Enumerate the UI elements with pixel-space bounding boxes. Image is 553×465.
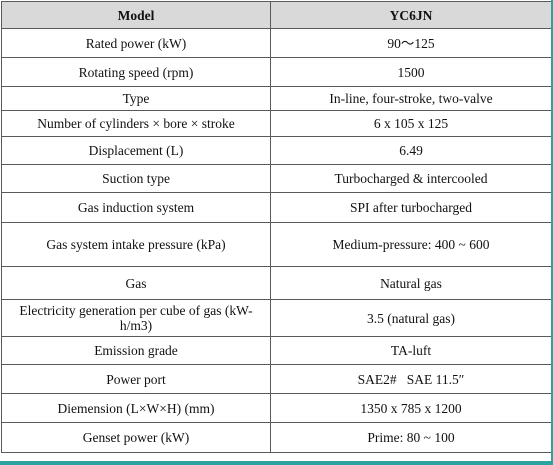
row-label: Electricity generation per cube of gas (…: [1, 299, 271, 337]
table-row: Emission grade TA-luft: [1, 336, 552, 365]
row-value: 1500: [270, 57, 552, 87]
header-cell-model-name: YC6JN: [270, 1, 552, 29]
row-value: TA-luft: [270, 336, 552, 365]
row-label: Rated power (kW): [1, 28, 271, 58]
table-row: Rated power (kW) 90～125: [1, 28, 552, 58]
row-label: Genset power (kW): [1, 422, 271, 453]
row-label: Gas system intake pressure (kPa): [1, 222, 271, 267]
row-value: 3.5 (natural gas): [270, 299, 552, 337]
row-label: Power port: [1, 364, 271, 394]
row-value: SAE2# SAE 11.5″: [270, 364, 552, 394]
table-row: Rotating speed (rpm) 1500: [1, 57, 552, 87]
row-value: Medium-pressure: 400 ~ 600: [270, 222, 552, 267]
table-row: Gas Natural gas: [1, 266, 552, 300]
row-value: SPI after turbocharged: [270, 192, 552, 223]
row-label: Number of cylinders × bore × stroke: [1, 110, 271, 137]
row-label: Gas: [1, 266, 271, 300]
row-value: 6.49: [270, 136, 552, 165]
row-label: Diemension (L×W×H) (mm): [1, 393, 271, 423]
table-row: Diemension (L×W×H) (mm) 1350 x 785 x 120…: [1, 393, 552, 423]
table-row: Power port SAE2# SAE 11.5″: [1, 364, 552, 394]
row-value: Turbocharged & intercooled: [270, 164, 552, 193]
spec-table: Model YC6JN Rated power (kW) 90～125 Rota…: [1, 1, 552, 453]
row-label: Suction type: [1, 164, 271, 193]
row-value: Natural gas: [270, 266, 552, 300]
row-label: Displacement (L): [1, 136, 271, 165]
row-value: 6 x 105 x 125: [270, 110, 552, 137]
row-value: In-line, four-stroke, two-valve: [270, 86, 552, 111]
table-header-row: Model YC6JN: [1, 1, 552, 29]
table-row: Suction type Turbocharged & intercooled: [1, 164, 552, 193]
bottom-accent-bar: [0, 461, 553, 465]
table-row: Gas induction system SPI after turbochar…: [1, 192, 552, 223]
row-label: Emission grade: [1, 336, 271, 365]
row-value: 1350 x 785 x 1200: [270, 393, 552, 423]
right-accent-bar: [551, 0, 553, 465]
table-row: Number of cylinders × bore × stroke 6 x …: [1, 110, 552, 137]
table-row: Gas system intake pressure (kPa) Medium-…: [1, 222, 552, 267]
table-row: Displacement (L) 6.49: [1, 136, 552, 165]
table-row: Genset power (kW) Prime: 80 ~ 100: [1, 422, 552, 453]
row-value: Prime: 80 ~ 100: [270, 422, 552, 453]
header-cell-model: Model: [1, 1, 271, 29]
table-row: Type In-line, four-stroke, two-valve: [1, 86, 552, 111]
table-row: Electricity generation per cube of gas (…: [1, 299, 552, 337]
row-label: Rotating speed (rpm): [1, 57, 271, 87]
row-label: Type: [1, 86, 271, 111]
row-value: 90～125: [270, 28, 552, 58]
row-label: Gas induction system: [1, 192, 271, 223]
